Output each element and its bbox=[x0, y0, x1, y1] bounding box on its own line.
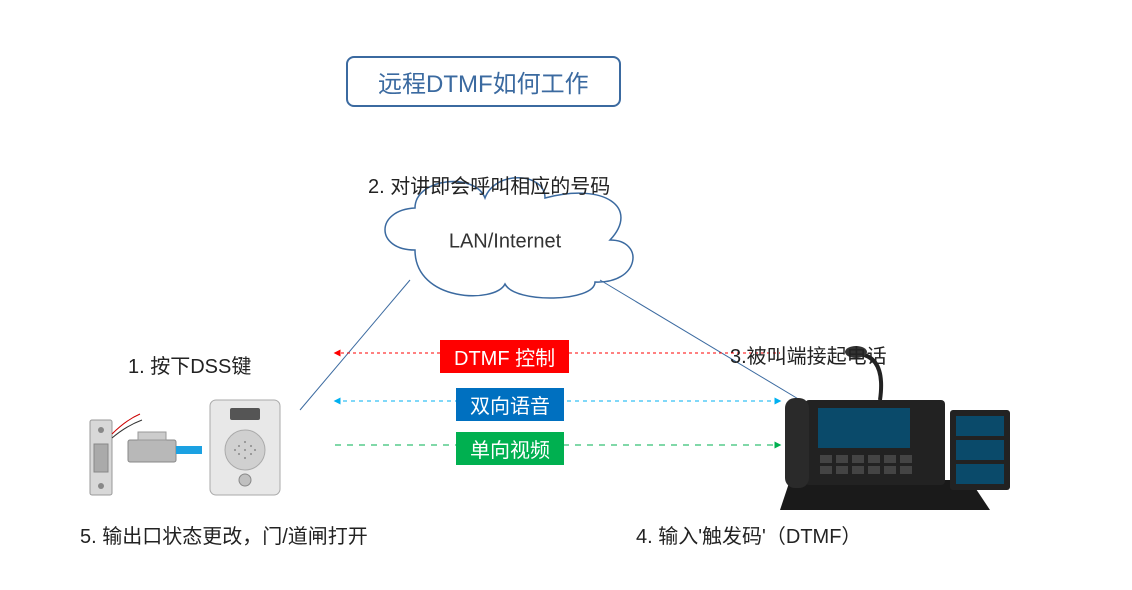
step-3-label: 3.被叫端接起电话 bbox=[730, 340, 887, 369]
diagram-title-text: 远程DTMF如何工作 bbox=[378, 71, 589, 98]
line-cloud-left bbox=[300, 280, 410, 410]
tag-dtmf: DTMF 控制 bbox=[440, 340, 569, 373]
diagram-title: 远程DTMF如何工作 bbox=[346, 56, 621, 107]
svg-text:LAN/Internet: LAN/Internet bbox=[449, 230, 562, 252]
step-5-label: 5. 输出口状态更改，门/道闸打开 bbox=[80, 520, 368, 549]
tag-video: 单向视频 bbox=[456, 432, 564, 465]
ip-phone-device bbox=[780, 346, 1010, 510]
tag-voice: 双向语音 bbox=[456, 388, 564, 421]
step-4-label: 4. 输入'触发码'（DTMF） bbox=[636, 520, 861, 549]
door-intercom-device bbox=[90, 400, 280, 495]
step-1-label: 1. 按下DSS键 bbox=[128, 350, 251, 379]
step-2-label: 2. 对讲即会呼叫相应的号码 bbox=[368, 170, 610, 199]
